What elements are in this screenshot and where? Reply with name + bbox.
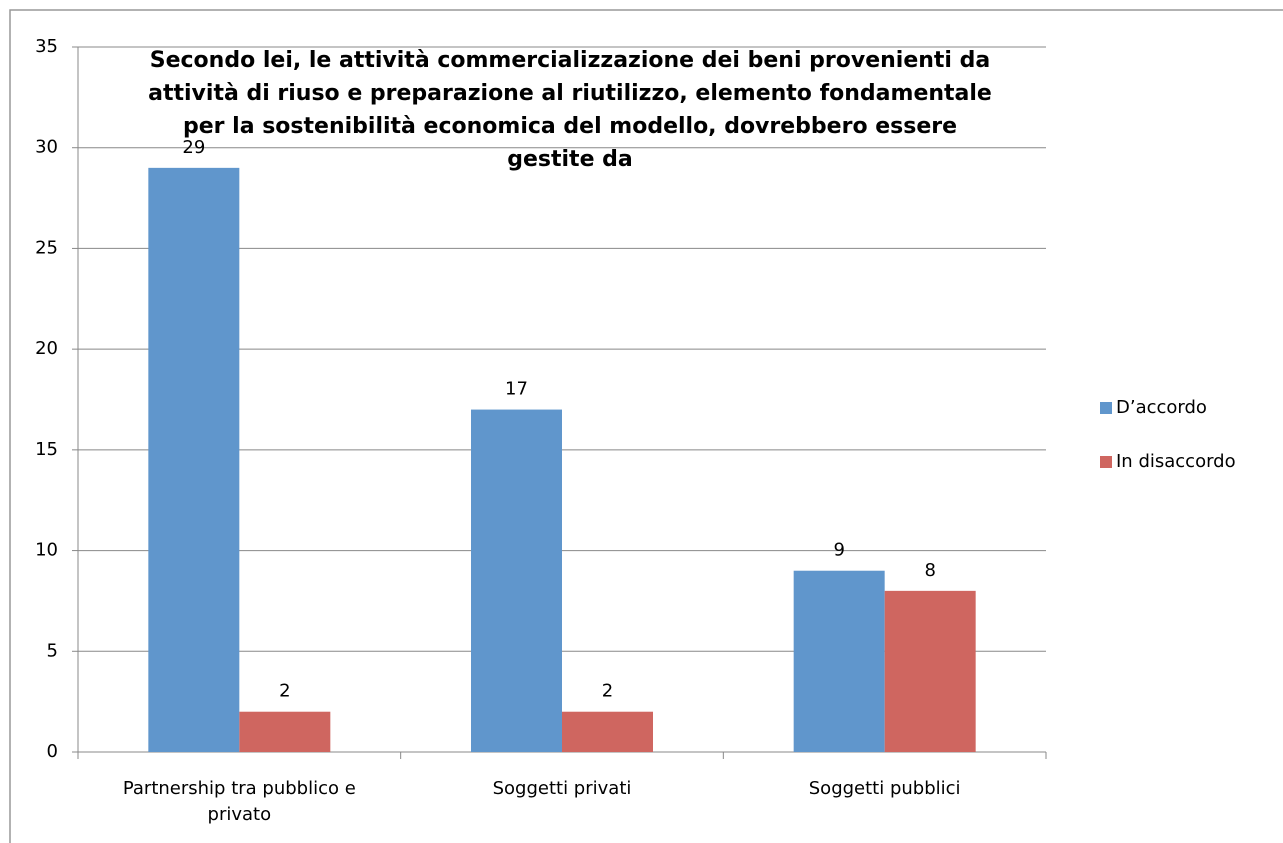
x-tick-label: Soggetti privati xyxy=(492,778,632,799)
bar xyxy=(148,167,240,752)
x-tick-label: Partnership tra pubblico e privato xyxy=(122,778,356,825)
y-tick-label: 25 xyxy=(35,237,58,258)
value-label: 17 xyxy=(505,379,528,400)
y-tick-label: 30 xyxy=(35,137,58,158)
value-label: 2 xyxy=(602,681,613,702)
y-tick-label: 20 xyxy=(35,338,58,359)
y-tick-label: 5 xyxy=(47,640,58,661)
bar xyxy=(793,570,885,752)
legend-swatch xyxy=(1100,402,1112,414)
y-tick-label: 0 xyxy=(47,741,58,762)
y-tick-label: 35 xyxy=(35,36,58,57)
y-tick-label: 10 xyxy=(35,540,58,561)
bar xyxy=(239,711,331,752)
legend-label: D’accordo xyxy=(1116,397,1207,418)
value-label: 9 xyxy=(833,540,844,561)
x-tick-label: Soggetti pubblici xyxy=(808,778,961,799)
legend-label: In disaccordo xyxy=(1116,451,1236,472)
bar xyxy=(884,590,976,752)
legend-swatch xyxy=(1100,456,1112,468)
chart-title: Secondo lei, le attività commercializzaz… xyxy=(148,48,992,172)
value-label: 29 xyxy=(182,137,205,158)
bar xyxy=(562,711,653,752)
bar xyxy=(471,409,562,752)
value-label: 8 xyxy=(924,560,935,581)
chart-border xyxy=(9,9,1283,843)
y-tick-label: 15 xyxy=(35,439,58,460)
value-label: 2 xyxy=(279,681,290,702)
